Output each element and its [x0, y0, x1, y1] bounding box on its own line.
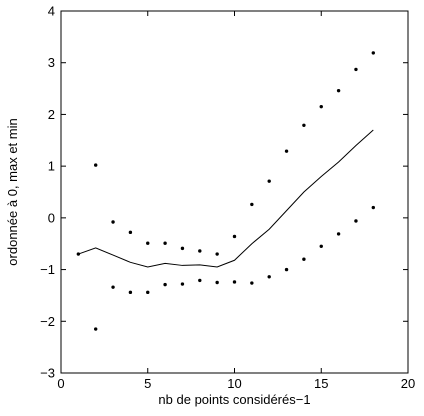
series-2-point — [285, 268, 288, 271]
series-2-point — [111, 285, 114, 288]
series-1-point — [268, 179, 271, 182]
series-1-point — [337, 89, 340, 92]
series-1-point — [129, 231, 132, 234]
series-1-point — [302, 124, 305, 127]
series-2-point — [302, 258, 305, 261]
y-tick-label: 1 — [48, 159, 55, 174]
x-tick-label: 10 — [227, 376, 241, 391]
y-tick-label: −1 — [40, 262, 55, 277]
series-2-point — [233, 280, 236, 283]
series-1-point — [354, 68, 357, 71]
x-tick-label: 20 — [401, 376, 415, 391]
series-1-point — [233, 235, 236, 238]
series-2-point — [94, 327, 97, 330]
series-2-point — [146, 291, 149, 294]
series-2-point — [215, 281, 218, 284]
series-2-point — [129, 291, 132, 294]
series-2-point — [250, 281, 253, 284]
series-line — [78, 130, 373, 267]
x-tick-label: 0 — [57, 376, 64, 391]
series-1-point — [181, 247, 184, 250]
y-tick-label: −2 — [40, 314, 55, 329]
series-1-point — [163, 241, 166, 244]
series-2-point — [320, 245, 323, 248]
series-1-point — [250, 203, 253, 206]
plot-frame — [61, 11, 408, 373]
x-tick-label: 5 — [144, 376, 151, 391]
series-1-point — [77, 252, 80, 255]
series-1-point — [372, 51, 375, 54]
y-tick-label: 2 — [48, 107, 55, 122]
series-2-point — [372, 206, 375, 209]
series-1-point — [198, 249, 201, 252]
y-axis-label: ordonnée à 0, max et min — [5, 118, 20, 265]
series-2-point — [198, 279, 201, 282]
y-tick-label: 3 — [48, 55, 55, 70]
y-tick-label: 4 — [48, 4, 55, 19]
ticks-layer: 0 5 10 15 20 −3 −2 −1 0 1 2 3 4 — [40, 4, 415, 392]
x-tick-label: 15 — [314, 376, 328, 391]
series-2-point — [354, 219, 357, 222]
series-2-point — [163, 283, 166, 286]
series-1-point — [94, 163, 97, 166]
series-1-point — [285, 149, 288, 152]
series-2-point — [337, 232, 340, 235]
series-layer — [77, 51, 375, 331]
x-axis-label: nb de points considérés−1 — [158, 392, 310, 407]
series-1-point — [320, 105, 323, 108]
y-tick-label: −3 — [40, 366, 55, 381]
series-1-point — [111, 220, 114, 223]
series-1-point — [215, 252, 218, 255]
y-tick-label: 0 — [48, 210, 55, 225]
series-2-point — [181, 282, 184, 285]
series-1-point — [146, 241, 149, 244]
series-2-point — [268, 275, 271, 278]
